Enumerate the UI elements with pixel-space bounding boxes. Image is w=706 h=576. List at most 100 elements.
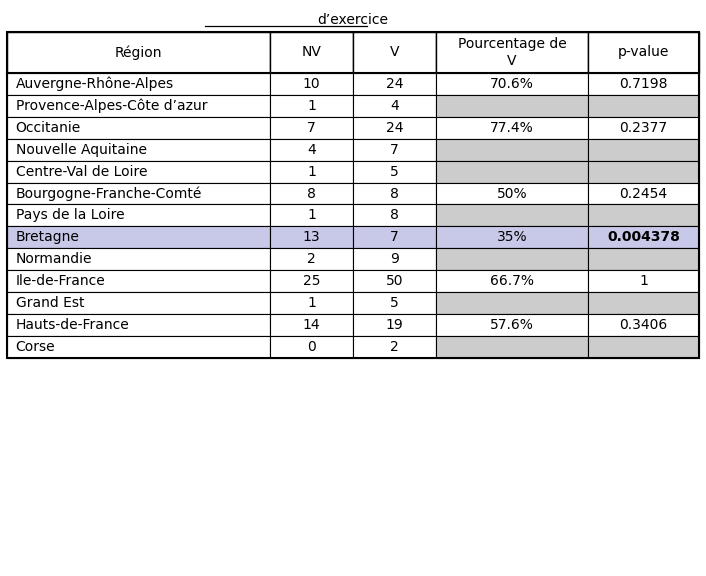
Bar	[270, 95, 353, 117]
Text: 8: 8	[390, 187, 399, 200]
Bar	[353, 248, 436, 270]
Bar	[436, 139, 588, 161]
Text: 7: 7	[390, 230, 399, 244]
Text: 25: 25	[303, 274, 321, 288]
Text: 1: 1	[307, 165, 316, 179]
Bar	[588, 226, 699, 248]
Bar	[436, 73, 588, 95]
Bar	[270, 117, 353, 139]
Bar	[436, 183, 588, 204]
Text: Pourcentage de
V: Pourcentage de V	[457, 37, 566, 67]
Text: Région: Région	[115, 45, 162, 60]
Text: Occitanie: Occitanie	[16, 121, 80, 135]
Bar	[588, 314, 699, 336]
Text: 70.6%: 70.6%	[490, 77, 534, 91]
Text: Nouvelle Aquitaine: Nouvelle Aquitaine	[16, 143, 147, 157]
Text: 2: 2	[307, 252, 316, 266]
Bar	[353, 73, 436, 95]
Text: 50%: 50%	[497, 187, 527, 200]
Bar	[7, 95, 270, 117]
Text: 9: 9	[390, 252, 399, 266]
Bar	[353, 270, 436, 292]
Bar	[270, 248, 353, 270]
Bar	[588, 161, 699, 183]
Bar	[7, 73, 270, 95]
Bar	[588, 248, 699, 270]
Text: Ile-de-France: Ile-de-France	[16, 274, 105, 288]
Text: 7: 7	[307, 121, 316, 135]
Bar	[7, 32, 699, 358]
Text: 5: 5	[390, 296, 399, 310]
Text: 14: 14	[303, 318, 321, 332]
Text: 2: 2	[390, 340, 399, 354]
Bar	[436, 314, 588, 336]
Text: 8: 8	[307, 187, 316, 200]
Text: 0.2377: 0.2377	[620, 121, 668, 135]
Bar	[7, 226, 270, 248]
Text: Centre-Val de Loire: Centre-Val de Loire	[16, 165, 147, 179]
Text: Bourgogne-Franche-Comté: Bourgogne-Franche-Comté	[16, 186, 202, 201]
Text: 24: 24	[385, 121, 403, 135]
Text: 77.4%: 77.4%	[490, 121, 534, 135]
Text: 10: 10	[303, 77, 321, 91]
Text: V: V	[390, 46, 400, 59]
Bar	[270, 32, 353, 73]
Bar	[7, 314, 270, 336]
Text: 0: 0	[307, 340, 316, 354]
Bar	[7, 336, 270, 358]
Text: 0.7198: 0.7198	[619, 77, 668, 91]
Text: 1: 1	[307, 209, 316, 222]
Text: Grand Est: Grand Est	[16, 296, 84, 310]
Text: 0.2454: 0.2454	[620, 187, 668, 200]
Bar	[7, 270, 270, 292]
Bar	[270, 336, 353, 358]
Text: 7: 7	[390, 143, 399, 157]
Text: 4: 4	[307, 143, 316, 157]
Bar	[270, 73, 353, 95]
Bar	[588, 117, 699, 139]
Bar	[7, 161, 270, 183]
Text: Bretagne: Bretagne	[16, 230, 79, 244]
Text: 35%: 35%	[497, 230, 527, 244]
Bar	[353, 204, 436, 226]
Text: 57.6%: 57.6%	[490, 318, 534, 332]
Bar	[353, 314, 436, 336]
Bar	[270, 139, 353, 161]
Text: p-value: p-value	[618, 46, 669, 59]
Bar	[7, 248, 270, 270]
Bar	[353, 161, 436, 183]
Bar	[436, 161, 588, 183]
Bar	[353, 117, 436, 139]
Bar	[7, 139, 270, 161]
Text: 1: 1	[307, 296, 316, 310]
Text: 66.7%: 66.7%	[490, 274, 534, 288]
Text: d’exercice: d’exercice	[318, 13, 388, 26]
Bar	[436, 270, 588, 292]
Bar	[588, 139, 699, 161]
Text: 19: 19	[385, 318, 403, 332]
Bar	[270, 161, 353, 183]
Text: 13: 13	[303, 230, 321, 244]
Bar	[270, 183, 353, 204]
Text: Normandie: Normandie	[16, 252, 92, 266]
Bar	[7, 204, 270, 226]
Text: 8: 8	[390, 209, 399, 222]
Bar	[270, 270, 353, 292]
Bar	[436, 204, 588, 226]
Bar	[436, 117, 588, 139]
Bar	[270, 314, 353, 336]
Text: NV: NV	[301, 46, 321, 59]
Bar	[588, 292, 699, 314]
Bar	[588, 73, 699, 95]
Bar	[436, 336, 588, 358]
Bar	[436, 226, 588, 248]
Bar	[436, 95, 588, 117]
Bar	[270, 204, 353, 226]
Text: Corse: Corse	[16, 340, 55, 354]
Text: 4: 4	[390, 99, 399, 113]
Bar	[588, 32, 699, 73]
Text: 24: 24	[385, 77, 403, 91]
Text: Hauts-de-France: Hauts-de-France	[16, 318, 129, 332]
Bar	[588, 95, 699, 117]
Bar	[588, 183, 699, 204]
